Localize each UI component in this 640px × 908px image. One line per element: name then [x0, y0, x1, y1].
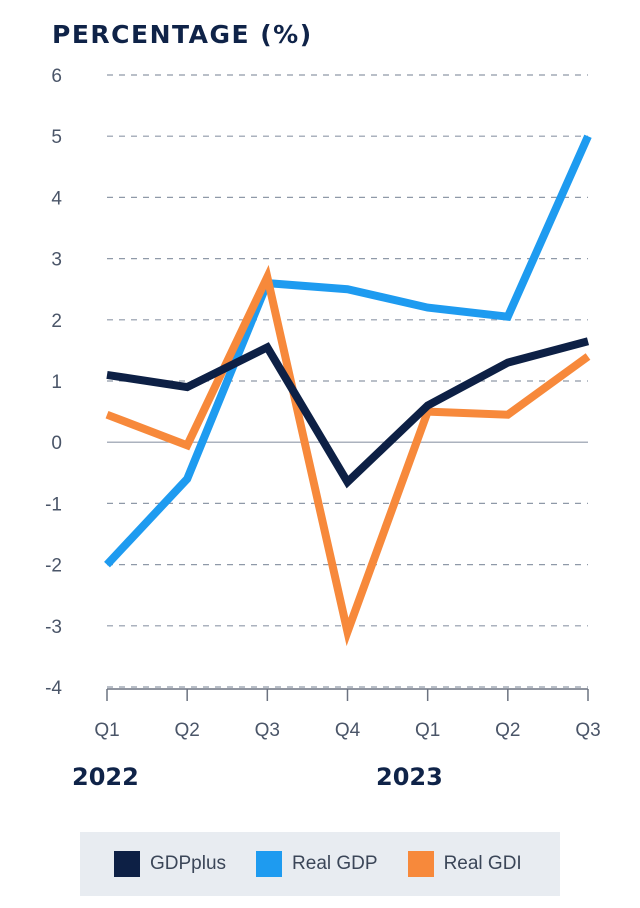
- x-tick-label: Q3: [575, 720, 600, 741]
- chart-legend: GDPplus Real GDP Real GDI: [80, 832, 560, 896]
- y-tick-label: 5: [51, 127, 62, 148]
- y-tick-label: 0: [51, 433, 62, 454]
- x-tick-label: Q2: [495, 720, 520, 741]
- legend-item-gdpplus: GDPplus: [114, 851, 226, 877]
- x-tick-label: Q2: [174, 720, 199, 741]
- y-tick-label: 1: [51, 372, 62, 393]
- line-chart: 6 5 4 3 2 1 0 -1 -2 -3 -4 Q1 Q2 Q3 Q4 Q1 Q2 Q3: [45, 66, 601, 741]
- legend-item-real-gdi: Real GDI: [407, 851, 522, 877]
- y-tick-label: 4: [51, 188, 62, 209]
- series-line-gdpplus: [106, 337, 590, 489]
- series-line-real-gdi: [105, 264, 591, 647]
- legend-swatch-real-gdp: [256, 851, 283, 877]
- y-tick-label: -1: [45, 494, 62, 515]
- y-tick-label: 6: [51, 66, 62, 87]
- legend-label-real-gdp: Real GDP: [292, 853, 378, 874]
- y-tick-label: -4: [45, 678, 62, 699]
- x-tick-label: Q4: [335, 720, 361, 741]
- year-label-2023: 2023: [376, 763, 443, 791]
- y-tick-label: -2: [45, 556, 62, 577]
- series-line-real-gdp: [104, 134, 592, 568]
- x-tick-label: Q3: [255, 720, 280, 741]
- legend-item-real-gdp: Real GDP: [256, 851, 378, 877]
- chart-title: PERCENTAGE (%): [52, 20, 313, 49]
- legend-swatch-real-gdi: [407, 851, 434, 877]
- x-tick-label: Q1: [94, 720, 119, 741]
- y-tick-label: -3: [45, 617, 62, 638]
- legend-label-real-gdi: Real GDI: [443, 853, 522, 874]
- y-tick-label: 3: [51, 250, 62, 271]
- legend-label-gdpplus: GDPplus: [150, 853, 227, 874]
- x-tick-label: Q1: [415, 720, 440, 741]
- legend-swatch-gdpplus: [114, 851, 140, 877]
- year-label-2022: 2022: [72, 763, 139, 791]
- y-tick-label: 2: [51, 311, 62, 332]
